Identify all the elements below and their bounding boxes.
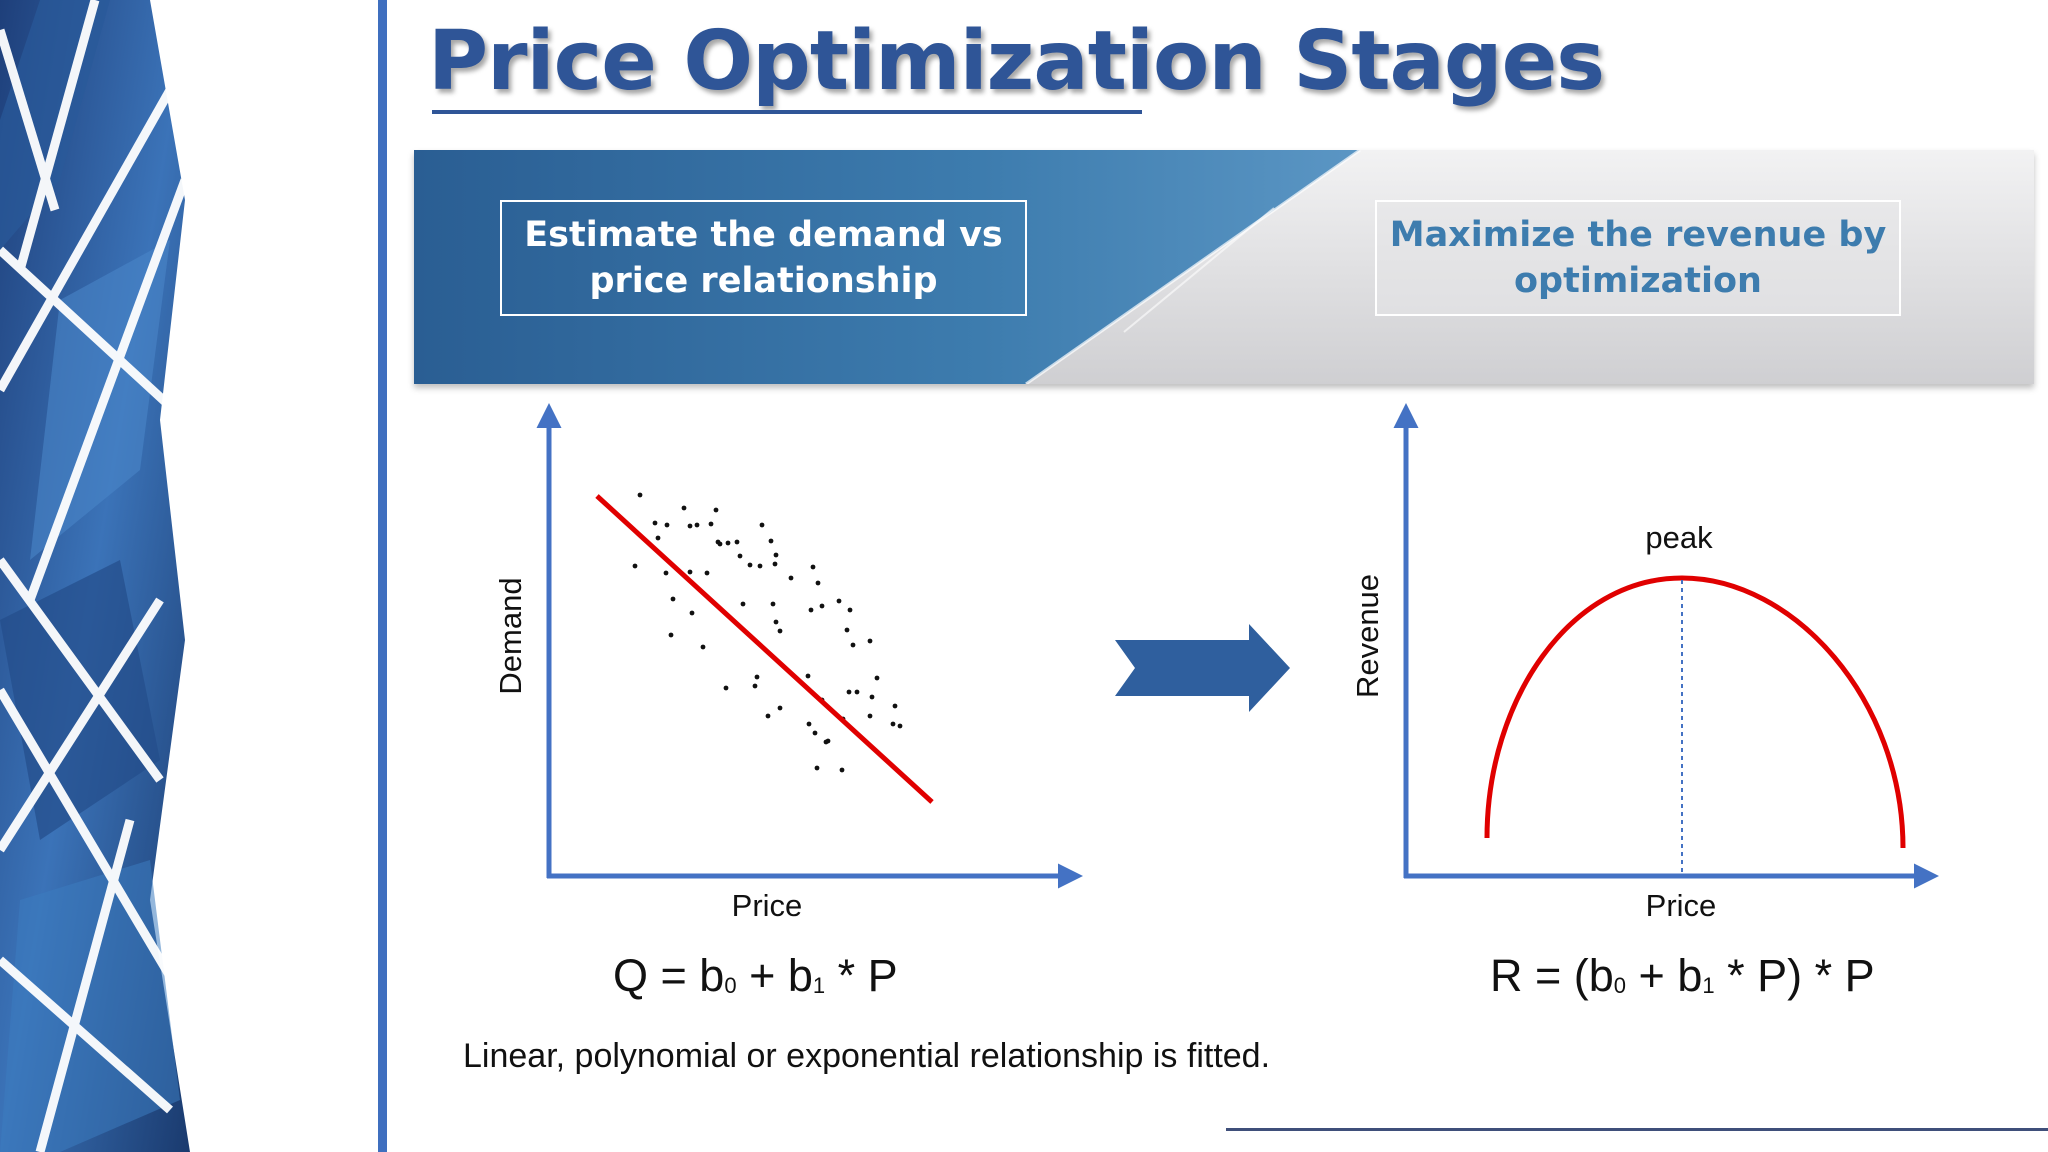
- scatter-dot: [869, 694, 875, 700]
- scatter-dot: [713, 507, 719, 513]
- scatter-dot: [810, 564, 816, 570]
- scatter-dot: [670, 596, 676, 602]
- scatter-dot: [788, 575, 794, 581]
- decorative-side-art: [0, 0, 387, 1152]
- scatter-dot: [854, 689, 860, 695]
- scatter-dot: [815, 580, 821, 586]
- scatter-dot: [655, 535, 661, 541]
- scatter-dot: [772, 561, 778, 567]
- scatter-dot: [814, 765, 820, 771]
- footnote: Linear, polynomial or exponential relati…: [463, 1037, 1271, 1075]
- transition-arrow: [1115, 624, 1290, 712]
- scatter-dot: [874, 675, 880, 681]
- revenue-eq-rhs: * P) * P: [1714, 950, 1875, 1001]
- scatter-dot: [850, 642, 856, 648]
- scatter-dot: [663, 570, 669, 576]
- stage-estimate-demand: Estimate the demand vs price relationshi…: [500, 200, 1027, 316]
- scatter-dot: [723, 685, 729, 691]
- demand-chart: Price Demand: [493, 403, 1083, 923]
- scatter-dot: [773, 619, 779, 625]
- demand-scatter-points: [632, 492, 903, 773]
- revenue-eq-sub1: 1: [1702, 973, 1715, 998]
- scatter-dot: [687, 523, 693, 529]
- stage-maximize-revenue-label: Maximize the revenue by optimization: [1389, 215, 1887, 301]
- scatter-dot: [836, 598, 842, 604]
- revenue-eq-mid: + b: [1626, 950, 1703, 1001]
- scatter-dot: [777, 705, 783, 711]
- demand-equation: Q = b0 + b1 * P: [613, 950, 898, 1002]
- revenue-equation: R = (b0 + b1 * P) * P: [1490, 950, 1875, 1002]
- scatter-dot: [844, 627, 850, 633]
- scatter-dot: [757, 563, 763, 569]
- scatter-dot: [687, 569, 693, 575]
- scatter-dot: [704, 570, 710, 576]
- revenue-eq-sub0: 0: [1613, 973, 1627, 998]
- scatter-dot: [632, 563, 638, 569]
- scatter-dot: [637, 492, 643, 498]
- revenue-eq-lhs: R = (b: [1490, 950, 1614, 1001]
- revenue-y-label: Revenue: [1350, 574, 1385, 698]
- stage-estimate-demand-label: Estimate the demand vs price relationshi…: [524, 215, 1003, 301]
- scatter-dot: [717, 541, 723, 547]
- scatter-dot: [777, 628, 783, 634]
- scatter-dot: [725, 540, 731, 546]
- scatter-dot: [734, 539, 740, 545]
- scatter-dot: [768, 538, 774, 544]
- scatter-dot: [759, 522, 765, 528]
- demand-eq-sub0: 0: [724, 973, 737, 998]
- scatter-dot: [754, 674, 760, 680]
- scatter-dot: [839, 767, 845, 773]
- scatter-dot: [808, 607, 814, 613]
- scatter-dot: [737, 553, 743, 559]
- scatter-dot: [825, 738, 831, 744]
- scatter-dot: [689, 610, 695, 616]
- revenue-chart: peak Price Revenue: [1350, 403, 1939, 923]
- revenue-curve: [1484, 575, 1906, 849]
- page-title: Price Optimization Stages: [428, 14, 1605, 109]
- peak-label: peak: [1645, 520, 1713, 555]
- scatter-dot: [847, 607, 853, 613]
- demand-y-label: Demand: [493, 577, 528, 694]
- demand-eq-lhs: Q = b: [613, 950, 725, 1001]
- scatter-dot: [747, 562, 753, 568]
- scatter-dot: [806, 721, 812, 727]
- scatter-dot: [846, 689, 852, 695]
- scatter-dot: [819, 603, 825, 609]
- scatter-dot: [805, 673, 811, 679]
- scatter-dot: [867, 638, 873, 644]
- scatter-dot: [740, 601, 746, 607]
- scatter-dot: [664, 522, 670, 528]
- scatter-dot: [668, 632, 674, 638]
- scatter-dot: [708, 521, 714, 527]
- stages-banner: [414, 150, 2034, 384]
- scatter-dot: [812, 730, 818, 736]
- stage-maximize-revenue: Maximize the revenue by optimization: [1375, 200, 1901, 316]
- scatter-dot: [773, 552, 779, 558]
- scatter-dot: [867, 713, 873, 719]
- demand-fit-line: [595, 494, 934, 804]
- revenue-x-label: Price: [1646, 888, 1717, 923]
- scatter-dot: [694, 522, 700, 528]
- scatter-dot: [765, 713, 771, 719]
- scatter-dot: [770, 601, 776, 607]
- title-underline: [432, 110, 1142, 114]
- demand-eq-rhs: * P: [825, 950, 898, 1001]
- scatter-dot: [681, 505, 687, 511]
- scatter-dot: [892, 703, 898, 709]
- demand-eq-sub1: 1: [812, 973, 826, 998]
- demand-x-label: Price: [732, 888, 803, 923]
- scatter-dot: [897, 723, 903, 729]
- scatter-dot: [752, 683, 758, 689]
- demand-eq-mid: + b: [736, 950, 813, 1001]
- scatter-dot: [700, 644, 706, 650]
- scatter-dot: [890, 721, 896, 727]
- bottom-rule: [1226, 1128, 2048, 1131]
- scatter-dot: [652, 520, 658, 526]
